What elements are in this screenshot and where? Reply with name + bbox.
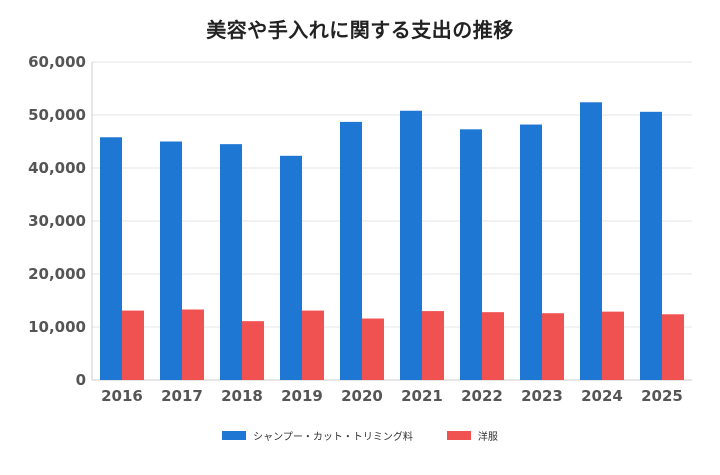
y-tick-label: 60,000	[28, 53, 86, 71]
x-tick-label: 2025	[641, 387, 683, 405]
x-tick-label: 2024	[581, 387, 623, 405]
x-tick-label: 2016	[101, 387, 143, 405]
chart-title: 美容や手入れに関する支出の推移	[206, 18, 514, 42]
bar-series-2-2020	[362, 318, 384, 380]
y-tick-label: 50,000	[28, 106, 86, 124]
x-tick-label: 2021	[401, 387, 443, 405]
bar-series-2-2024	[602, 311, 624, 380]
bar-series-1-2018	[220, 144, 242, 380]
bar-series-2-2021	[422, 311, 444, 380]
x-tick-label: 2017	[161, 387, 203, 405]
legend-label-series-1: シャンプー・カット・トリミング料	[253, 432, 413, 443]
x-tick-label: 2022	[461, 387, 503, 405]
bar-series-1-2022	[460, 129, 482, 380]
bar-chart: 0 10,000 20,000 30,000 40,000 50,000 60,000 201…	[28, 53, 692, 405]
bar-series-1-2019	[280, 155, 302, 380]
x-tick-label: 2019	[281, 387, 323, 405]
bar-series-2-2016	[122, 310, 144, 380]
bar-series-2-2022	[482, 312, 504, 380]
bar-series-1-2023	[520, 124, 542, 380]
bar-series-2-2019	[302, 310, 324, 380]
bar-series-1-2025	[640, 111, 662, 380]
bar-series-1-2017	[160, 141, 182, 380]
legend-label-series-2: 洋服	[477, 432, 498, 443]
bar-series-2-2017	[182, 309, 204, 380]
bar-series-2-2023	[542, 313, 564, 380]
y-tick-label: 30,000	[28, 212, 86, 230]
y-tick-label: 10,000	[28, 318, 86, 336]
y-tick-label: 20,000	[28, 265, 86, 283]
x-tick-label: 2023	[521, 387, 563, 405]
y-tick-label: 0	[76, 371, 86, 389]
y-tick-label: 40,000	[28, 159, 86, 177]
x-tick-label: 2018	[221, 387, 263, 405]
legend-item-series-1: シャンプー・カット・トリミング料	[222, 428, 413, 443]
legend-swatch-series-1	[222, 431, 247, 440]
bar-series-1-2024	[580, 102, 602, 380]
bar-series-2-2018	[242, 321, 264, 380]
legend: シャンプー・カット・トリミング料 洋服	[0, 428, 720, 443]
legend-swatch-series-2	[446, 431, 471, 440]
bar-series-2-2025	[662, 314, 684, 380]
x-tick-label: 2020	[341, 387, 383, 405]
legend-item-series-2: 洋服	[446, 428, 498, 443]
bar-series-1-2021	[400, 110, 422, 380]
bar-series-1-2016	[100, 137, 122, 380]
bar-series-1-2020	[340, 121, 362, 380]
